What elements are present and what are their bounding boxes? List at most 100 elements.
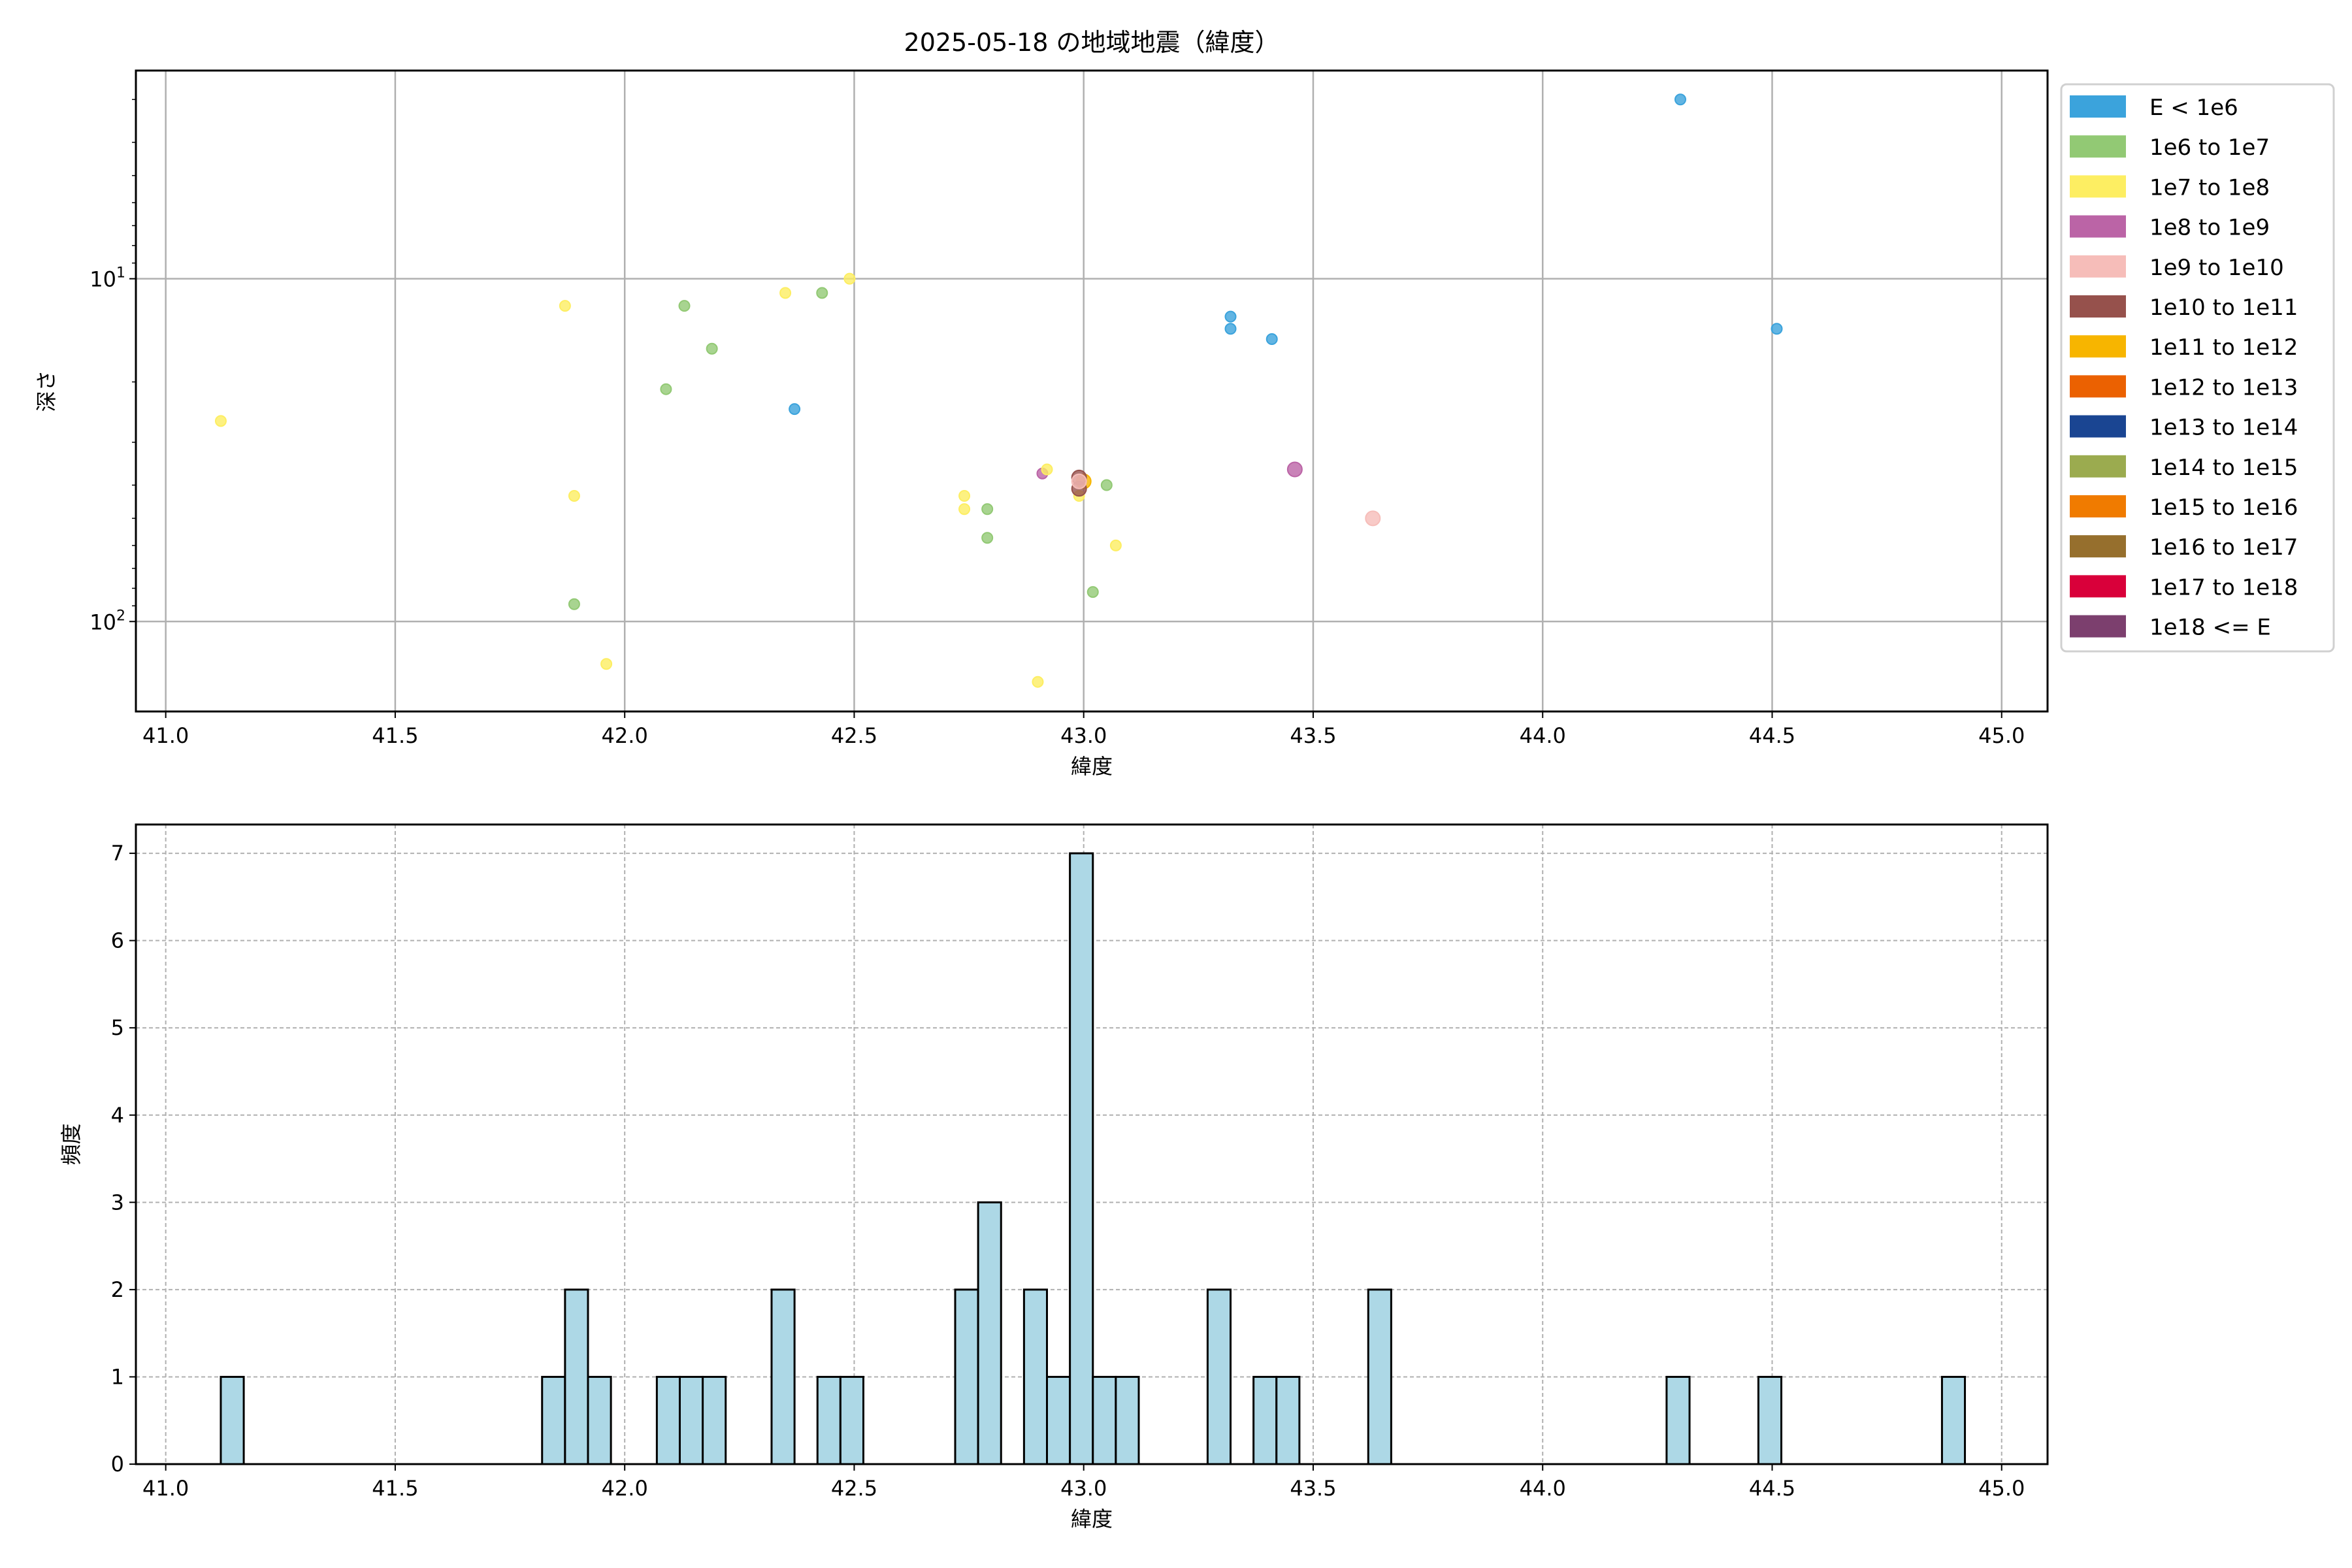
- histogram-bar: [541, 1375, 566, 1465]
- x-tick-label: 45.0: [1978, 1476, 2025, 1501]
- legend-label: 1e15 to 1e16: [2149, 495, 2298, 521]
- data-point: [958, 489, 971, 502]
- data-point: [1032, 676, 1044, 688]
- data-point: [981, 503, 994, 515]
- histogram-bar: [1940, 1375, 1967, 1465]
- histogram-bar: [954, 1288, 979, 1465]
- axes-frame: [135, 69, 2049, 713]
- x-tick-label: 41.0: [142, 723, 189, 748]
- x-tick-label: 41.5: [372, 723, 418, 748]
- legend: E < 1e6 1e6 to 1e7 1e7 to 1e8 1e8 to 1e9 1e9…: [2060, 83, 2335, 653]
- data-point: [1674, 93, 1686, 106]
- data-point: [568, 598, 580, 610]
- data-point: [1286, 461, 1303, 478]
- x-tick-label: 42.5: [831, 1476, 877, 1501]
- legend-swatch: [2070, 455, 2126, 478]
- legend-label: E < 1e6: [2149, 95, 2238, 121]
- data-point: [1086, 586, 1099, 598]
- histogram-bar: [1367, 1288, 1392, 1465]
- y-tick-base: 10: [90, 267, 116, 292]
- data-point: [559, 300, 571, 312]
- data-point: [1224, 323, 1237, 335]
- x-tick-label: 43.5: [1290, 1476, 1336, 1501]
- x-tick-label: 43.0: [1060, 1476, 1107, 1501]
- y-tick-label: 3: [111, 1190, 124, 1215]
- x-tick-label: 41.0: [142, 1476, 189, 1501]
- data-point: [660, 383, 672, 395]
- data-point: [1100, 479, 1113, 491]
- histogram-bar: [587, 1375, 612, 1465]
- data-point: [789, 403, 801, 416]
- legend-label: 1e7 to 1e8: [2149, 174, 2270, 201]
- legend-swatch: [2070, 495, 2126, 517]
- x-tick-label: 41.5: [372, 1476, 418, 1501]
- legend-swatch: [2070, 295, 2126, 318]
- histogram-bar: [1665, 1375, 1691, 1465]
- histogram-bar: [816, 1375, 841, 1465]
- x-tick-label: 44.0: [1520, 1476, 1566, 1501]
- scatter-plot: 41.0 41.5 42.0 42.5 43.0 43.5 44.0 44.5 45.01011…: [34, 28, 2049, 779]
- legend-label: 1e13 to 1e14: [2149, 415, 2298, 441]
- y-tick-label: 101: [90, 265, 125, 292]
- legend-swatch: [2070, 335, 2126, 358]
- legend-label: 1e11 to 1e12: [2149, 335, 2298, 361]
- legend-label: 1e17 to 1e18: [2149, 574, 2298, 600]
- x-axis-label: 緯度: [1071, 1507, 1113, 1531]
- data-point: [1365, 510, 1381, 527]
- data-point: [214, 415, 227, 427]
- data-point: [568, 489, 580, 502]
- data-point: [1224, 310, 1237, 323]
- x-tick-label: 45.0: [1978, 723, 2025, 748]
- histogram-bar: [702, 1375, 727, 1465]
- y-tick-label: 7: [111, 841, 124, 866]
- legend-label: 1e16 to 1e17: [2149, 534, 2298, 561]
- legend-label: 1e18 <= E: [2149, 615, 2271, 641]
- legend-label: 1e8 to 1e9: [2149, 215, 2270, 241]
- histogram-bar: [678, 1375, 704, 1465]
- legend-swatch: [2070, 535, 2126, 558]
- data-point: [816, 287, 828, 299]
- y-tick-label: 6: [111, 928, 124, 953]
- histogram-bar: [839, 1375, 864, 1465]
- data-point: [958, 503, 971, 515]
- histogram-bar: [1069, 852, 1094, 1465]
- y-tick-label: 1: [111, 1364, 124, 1389]
- y-tick-exp: 2: [116, 608, 125, 624]
- histogram-bar: [220, 1375, 245, 1465]
- y-tick-label: 4: [111, 1103, 124, 1128]
- histogram-bar: [1022, 1288, 1049, 1465]
- x-tick-label: 44.5: [1749, 1476, 1795, 1501]
- x-tick-label: 43.5: [1290, 723, 1336, 748]
- y-tick-label: 102: [90, 608, 125, 634]
- y-tick-base: 10: [90, 610, 116, 634]
- x-tick-label: 42.0: [602, 723, 648, 748]
- legend-frame: [2060, 83, 2335, 653]
- legend-swatch: [2070, 95, 2126, 118]
- y-axis-label: 頻度: [59, 1123, 84, 1165]
- y-tick-label: 2: [111, 1277, 124, 1302]
- legend-swatch: [2070, 615, 2126, 638]
- legend-swatch: [2070, 415, 2126, 438]
- x-tick-label: 44.0: [1520, 723, 1566, 748]
- histogram-plot: 41.0 41.5 42.0 42.5 43.0 43.5 44.0 44.5 45.0 0 1 2 3…: [59, 823, 2049, 1531]
- data-point: [678, 300, 691, 312]
- y-axis-label: 深さ: [34, 370, 59, 412]
- x-tick-label: 42.0: [602, 1476, 648, 1501]
- data-point: [600, 658, 613, 670]
- histogram-bar: [1275, 1375, 1301, 1465]
- legend-swatch: [2070, 135, 2126, 158]
- histogram-bar: [564, 1288, 589, 1465]
- histogram-bar: [1115, 1375, 1140, 1465]
- x-tick-label: 43.0: [1060, 723, 1107, 748]
- data-point: [1109, 539, 1122, 551]
- data-point: [981, 532, 994, 544]
- data-point: [1266, 333, 1278, 346]
- y-tick-label: 5: [111, 1015, 124, 1040]
- data-point: [1041, 463, 1053, 476]
- histogram-bar: [977, 1201, 1002, 1465]
- data-point: [843, 272, 856, 285]
- y-tick-exp: 1: [116, 265, 125, 282]
- y-tick-label: 0: [111, 1452, 124, 1477]
- data-point: [706, 342, 718, 355]
